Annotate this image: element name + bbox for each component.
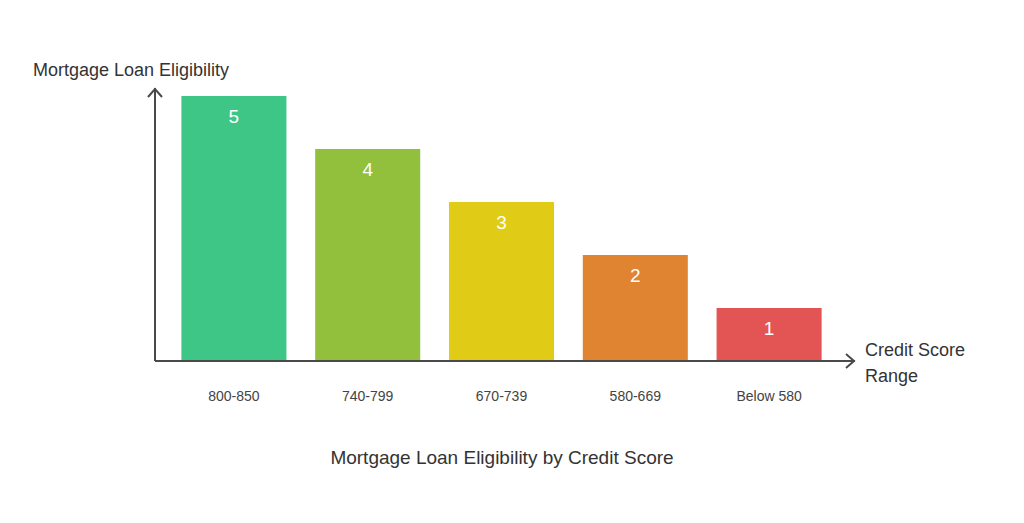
x-axis-line (155, 360, 855, 362)
x-axis-label: Credit Score Range (865, 340, 965, 386)
y-axis-label: Mortgage Loan Eligibility (33, 60, 229, 80)
bar (583, 255, 688, 361)
x-axis-label-line: Range (865, 366, 918, 386)
bar (717, 308, 822, 361)
bar (449, 202, 554, 361)
data-label: 5 (229, 106, 240, 127)
bar (181, 96, 286, 361)
x-axis-label-line: Credit Score (865, 340, 965, 360)
bars (181, 96, 821, 361)
x-tick-label: Below 580 (736, 388, 802, 404)
chart-svg: 5 4 3 2 1 800-850 740-799 670-739 580-669 Below 5… (0, 0, 1024, 523)
data-label: 2 (630, 265, 641, 286)
chart-title: Mortgage Loan Eligibility by Credit Scor… (330, 447, 673, 468)
x-tick-label: 670-739 (476, 388, 528, 404)
x-tick-label: 800-850 (208, 388, 260, 404)
bar (315, 149, 420, 361)
y-axis-arrow (148, 89, 162, 97)
x-tick-label: 580-669 (610, 388, 662, 404)
data-label: 1 (764, 318, 775, 339)
chart-container: 5 4 3 2 1 800-850 740-799 670-739 580-669 Below 5… (0, 0, 1024, 523)
data-label: 4 (362, 159, 373, 180)
data-label: 3 (496, 212, 507, 233)
y-axis-line (154, 88, 156, 361)
x-tick-label: 740-799 (342, 388, 394, 404)
x-axis-arrow (846, 354, 854, 368)
